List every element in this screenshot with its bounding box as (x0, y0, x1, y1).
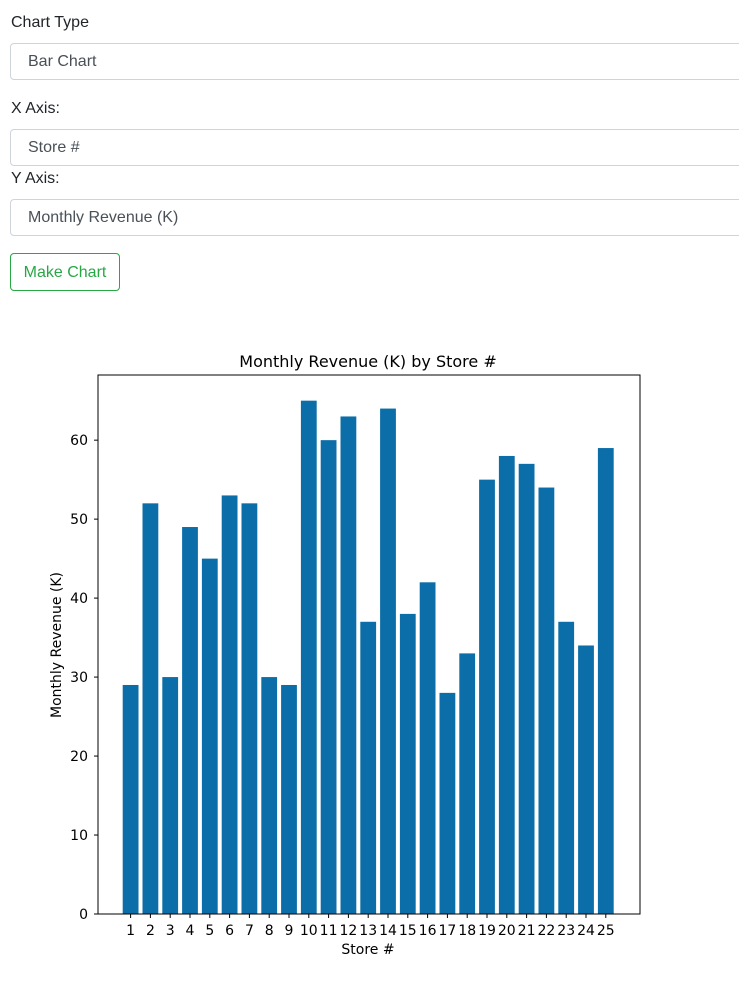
bar-store-25 (597, 448, 614, 914)
bar-store-7 (241, 503, 258, 914)
bar-store-24 (578, 645, 594, 914)
x-tick-label: 9 (285, 923, 294, 939)
x-tick-label: 23 (557, 923, 575, 939)
y-axis-label: Y Axis: (11, 170, 60, 187)
y-tick-label: 50 (70, 512, 88, 528)
y-axis-select[interactable]: Monthly Revenue (K) (10, 199, 739, 236)
y-tick-label: 60 (70, 433, 88, 449)
x-axis-label: X Axis: (11, 100, 60, 117)
bar-store-17 (439, 692, 456, 914)
chart-title: Monthly Revenue (K) by Store # (239, 352, 496, 371)
bar-store-16 (419, 582, 436, 914)
bar-store-8 (261, 677, 278, 914)
y-tick-label: 30 (70, 670, 88, 686)
x-axis-select[interactable]: Store # (10, 129, 739, 166)
bar-store-6 (221, 495, 238, 914)
bar-store-20 (498, 455, 515, 914)
x-tick-label: 21 (518, 923, 536, 939)
y-tick-label: 40 (70, 591, 88, 607)
x-tick-label: 11 (320, 923, 338, 939)
x-tick-label: 6 (225, 923, 234, 939)
x-tick-label: 8 (265, 923, 274, 939)
x-tick-label: 24 (577, 923, 595, 939)
bar-store-22 (538, 487, 555, 914)
y-tick-label: 20 (70, 749, 88, 765)
bar-store-13 (360, 621, 377, 914)
bar-store-4 (182, 527, 198, 914)
chart-type-label: Chart Type (11, 14, 89, 31)
x-tick-label: 7 (245, 923, 254, 939)
x-tick-label: 16 (419, 923, 437, 939)
make-chart-button[interactable]: Make Chart (10, 253, 120, 291)
x-tick-label: 1 (126, 923, 135, 939)
x-tick-label: 19 (478, 923, 496, 939)
bar-store-1 (122, 684, 139, 914)
bar-store-12 (340, 416, 357, 914)
bar-store-5 (201, 558, 218, 914)
bar-store-10 (300, 400, 317, 915)
x-tick-label: 2 (146, 923, 155, 939)
x-tick-label: 20 (498, 923, 516, 939)
x-tick-label: 13 (359, 923, 377, 939)
x-tick-label: 12 (339, 923, 357, 939)
bar-store-15 (399, 613, 416, 914)
bar-store-18 (459, 653, 476, 914)
plot-frame (97, 374, 641, 915)
x-tick-label: 25 (597, 923, 615, 939)
x-tick-label: 18 (458, 923, 476, 939)
bar-store-9 (281, 684, 297, 914)
x-tick-label: 3 (166, 923, 175, 939)
bar-store-23 (558, 621, 575, 914)
chart-type-select[interactable]: Bar Chart (10, 43, 739, 80)
x-tick-label: 17 (438, 923, 456, 939)
y-tick-label: 0 (79, 907, 88, 923)
x-tick-label: 15 (399, 923, 417, 939)
bar-store-2 (142, 503, 159, 914)
y-axis-title: Monthly Revenue (K) (49, 572, 65, 718)
x-tick-label: 10 (300, 923, 318, 939)
x-tick-label: 4 (186, 923, 195, 939)
x-axis-title: Store # (341, 942, 394, 958)
bar-store-21 (518, 463, 535, 914)
x-tick-label: 22 (537, 923, 555, 939)
bar-store-3 (162, 677, 179, 914)
bar-store-19 (479, 479, 495, 914)
x-tick-label: 14 (379, 923, 397, 939)
bar-store-11 (320, 440, 337, 914)
bar-chart: Monthly Revenue (K) by Store # Store # M… (49, 352, 641, 958)
y-tick-label: 10 (70, 828, 88, 844)
bar-store-14 (380, 408, 396, 914)
x-tick-label: 5 (205, 923, 214, 939)
